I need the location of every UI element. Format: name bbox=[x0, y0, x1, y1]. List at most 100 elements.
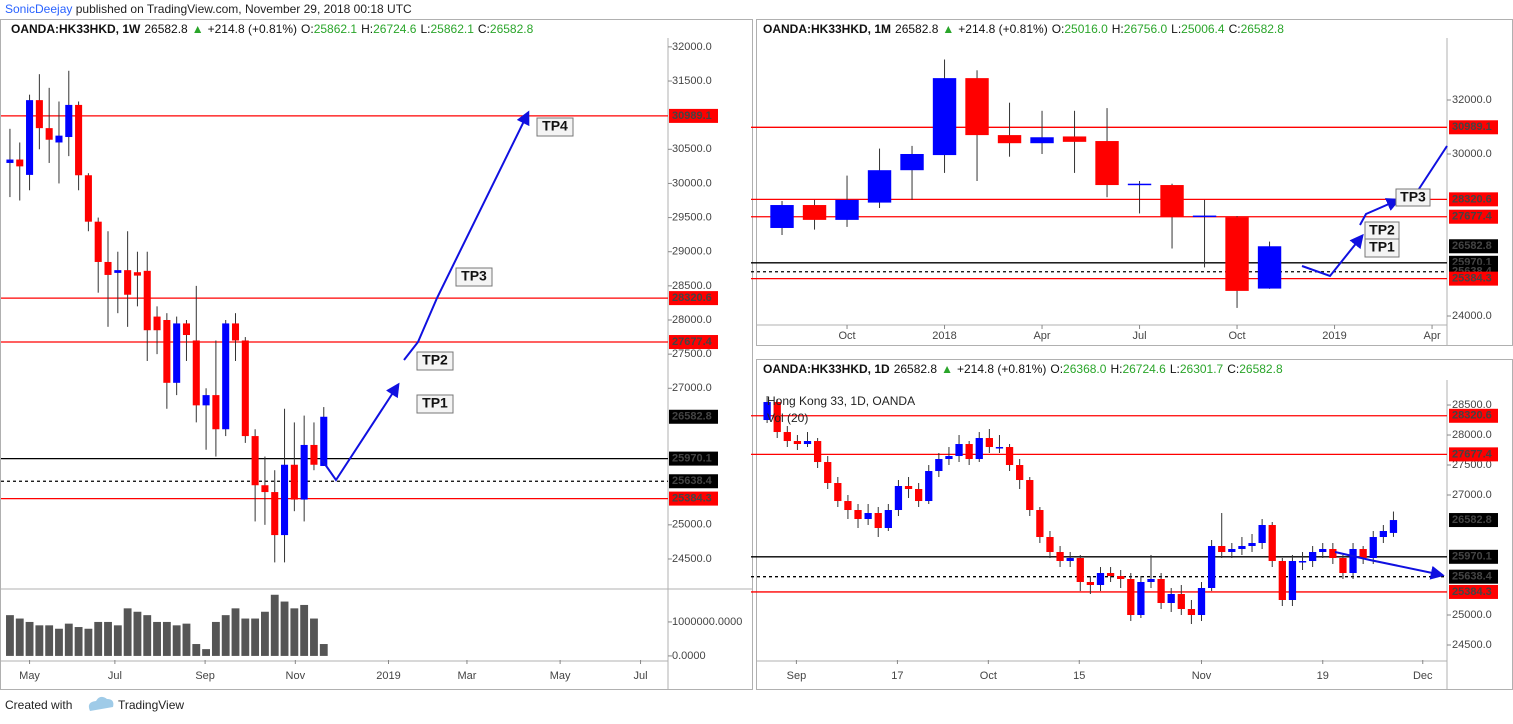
volume-bar bbox=[35, 625, 44, 656]
ohlc-value: 26724.6 bbox=[373, 22, 417, 36]
candle-body bbox=[773, 402, 781, 433]
change-arrow: ▲ bbox=[941, 362, 953, 376]
y-tick-label: 28000.0 bbox=[672, 314, 712, 326]
x-tick-label: Jul bbox=[634, 670, 648, 682]
y-tick-label: 28500.0 bbox=[1452, 399, 1492, 411]
candle-body bbox=[1359, 549, 1367, 559]
volume-bar bbox=[202, 649, 211, 656]
last-price: 26582.8 bbox=[144, 22, 188, 36]
y-tick-label: 27500.0 bbox=[672, 348, 712, 360]
x-tick-label: Sep bbox=[195, 670, 215, 682]
candle-body bbox=[1056, 552, 1064, 562]
level-label-box bbox=[1449, 192, 1498, 207]
candle-body bbox=[1309, 552, 1317, 562]
candle-body bbox=[1298, 561, 1307, 563]
ohlc-value: 25862.1 bbox=[431, 22, 475, 36]
y-tick-label: 30500.0 bbox=[672, 143, 712, 155]
candle-body bbox=[114, 270, 122, 273]
y-tick-label: 29000.0 bbox=[672, 246, 712, 258]
candle-body bbox=[1096, 573, 1105, 586]
candle-body bbox=[854, 510, 862, 520]
volume-bar bbox=[15, 618, 24, 656]
candle-body bbox=[271, 492, 279, 536]
volume-bar bbox=[25, 621, 34, 656]
candle-body bbox=[231, 323, 240, 341]
author[interactable]: SonicDeejay bbox=[5, 2, 72, 16]
volume-bar bbox=[290, 608, 299, 656]
volume-bar bbox=[133, 611, 142, 656]
y-tick-label: 25000.0 bbox=[672, 519, 712, 531]
candle-body bbox=[300, 444, 308, 500]
y-tick-label: 30000.0 bbox=[672, 177, 712, 189]
level-label-box bbox=[669, 491, 718, 506]
x-tick-label: Sep bbox=[787, 670, 807, 682]
level-label-box bbox=[1449, 120, 1498, 135]
level-label: 28320.6 bbox=[672, 292, 712, 304]
volume-bar bbox=[310, 618, 318, 656]
ohlc-key: O: bbox=[301, 22, 314, 36]
footer-brand[interactable]: TradingView bbox=[118, 698, 184, 712]
level-label-box bbox=[1449, 209, 1498, 224]
y-tick-label: 29500.0 bbox=[672, 211, 712, 223]
level-label-box bbox=[1449, 447, 1498, 462]
candle-body bbox=[1192, 215, 1217, 218]
tp-labels: TP1 TP2 TP3 TP4 TP1 TP2 TP3 bbox=[416, 117, 1431, 414]
y-tick-label: 1000000.0000 bbox=[672, 616, 742, 628]
candle-body bbox=[834, 483, 842, 502]
candle-body bbox=[16, 159, 24, 167]
ohlc-key: H: bbox=[1110, 362, 1122, 376]
level-label-box bbox=[1449, 549, 1498, 564]
candle-body bbox=[793, 441, 802, 445]
symbol: OANDA:HK33HKD, 1W bbox=[11, 22, 141, 36]
candle-body bbox=[75, 104, 83, 176]
candle-body bbox=[802, 205, 827, 220]
change: +214.8 (+0.81%) bbox=[957, 362, 1046, 376]
level-label-box bbox=[1449, 239, 1498, 254]
ohlc-value: 25862.1 bbox=[314, 22, 358, 36]
footer-text: Created with bbox=[5, 698, 72, 712]
ohlc-value: 26582.8 bbox=[1241, 22, 1285, 36]
level-label-box bbox=[1449, 584, 1498, 599]
candle-body bbox=[1288, 561, 1297, 601]
change-arrow: ▲ bbox=[192, 22, 204, 36]
candle-body bbox=[222, 323, 230, 430]
volume-bar bbox=[211, 621, 220, 656]
candle-body bbox=[824, 462, 832, 484]
ohlc-key: O: bbox=[1050, 362, 1063, 376]
ohlc-value: 26582.8 bbox=[490, 22, 534, 36]
y-tick-label: 31500.0 bbox=[672, 75, 712, 87]
ohlc-key: H: bbox=[1112, 22, 1124, 36]
x-tick-label: Nov bbox=[1192, 670, 1212, 682]
tp-box bbox=[1395, 188, 1431, 207]
level-label: 26582.8 bbox=[1452, 240, 1492, 252]
candle-body bbox=[835, 199, 859, 220]
last-price: 26582.8 bbox=[895, 22, 939, 36]
x-tick-label: Dec bbox=[1413, 670, 1433, 682]
candle-body bbox=[1238, 546, 1246, 550]
candle-body bbox=[1016, 465, 1024, 481]
candle-body bbox=[1349, 549, 1357, 574]
x-tick-label: 2019 bbox=[376, 670, 400, 682]
candle-body bbox=[997, 135, 1022, 144]
candle-body bbox=[1389, 520, 1398, 533]
candle-body bbox=[1036, 510, 1044, 538]
candle-body bbox=[945, 456, 953, 460]
tp-box bbox=[455, 267, 493, 287]
y-tick-label: 24000.0 bbox=[1452, 310, 1492, 322]
volume-bar bbox=[143, 615, 152, 656]
level-label: 26582.8 bbox=[1452, 514, 1492, 526]
x-tick-label: Mar bbox=[457, 670, 476, 682]
level-label: 25970.1 bbox=[672, 453, 712, 465]
volume-bar bbox=[162, 621, 171, 656]
candle-body bbox=[290, 464, 298, 500]
ohlc-key: L: bbox=[420, 22, 430, 36]
candle-body bbox=[965, 78, 989, 136]
tp-label: TP4 bbox=[542, 118, 568, 134]
level-label: 25384.3 bbox=[1452, 586, 1492, 598]
level-label: 27677.4 bbox=[1452, 448, 1493, 460]
symbol: OANDA:HK33HKD, 1M bbox=[763, 22, 891, 36]
ohlc-key: C: bbox=[478, 22, 490, 36]
level-label-box bbox=[1449, 513, 1498, 528]
candle-body bbox=[163, 319, 171, 383]
